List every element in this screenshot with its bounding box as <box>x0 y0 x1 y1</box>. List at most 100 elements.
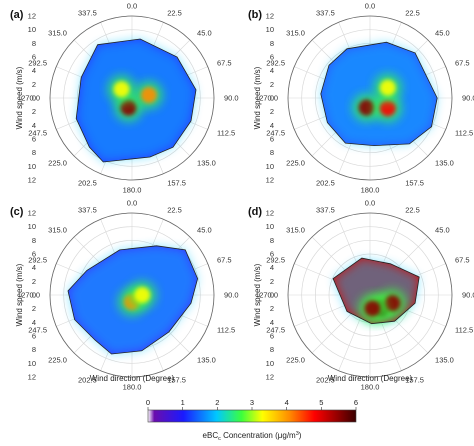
direction-tick-label: 292.5 <box>28 255 47 264</box>
speed-tick-label: 4 <box>270 263 274 272</box>
direction-tick-label: 45.0 <box>435 28 450 37</box>
direction-tick-label: 292.5 <box>266 58 285 67</box>
direction-tick-label: 22.5 <box>167 206 182 215</box>
speed-tick-label: 6 <box>32 332 36 341</box>
direction-tick-label: 315.0 <box>286 225 305 234</box>
data-region-outline <box>75 38 197 163</box>
speed-tick-label: 2 <box>32 80 36 89</box>
speed-tick-label: 6 <box>270 53 274 62</box>
speed-tick-label: 10 <box>28 359 36 368</box>
speed-tick-label: 12 <box>28 176 36 185</box>
direction-tick-label: 135.0 <box>197 159 216 168</box>
speed-tick-label: 8 <box>32 236 36 245</box>
y-axis-label: Wind speed (m/s) <box>253 66 262 129</box>
speed-tick-label: 2 <box>270 80 274 89</box>
colorbar-tick-label: 2 <box>215 398 219 407</box>
data-region-outline <box>320 41 438 147</box>
speed-tick-label: 8 <box>32 148 36 157</box>
panel-label: (a) <box>10 9 24 21</box>
direction-tick-label: 337.5 <box>78 206 97 215</box>
polar-frame <box>49 15 215 181</box>
x-axis-label: Wind direction (Degree) <box>90 374 175 383</box>
direction-tick-label: 337.5 <box>78 9 97 18</box>
speed-tick-label: 6 <box>32 135 36 144</box>
direction-tick-label: 270.0 <box>259 94 278 103</box>
y-axis-label: Wind speed (m/s) <box>15 263 24 326</box>
direction-tick-label: 67.5 <box>455 58 470 67</box>
direction-tick-label: 0.0 <box>127 199 137 208</box>
speed-tick-label: 8 <box>32 39 36 48</box>
speed-tick-label: 12 <box>266 176 274 185</box>
speed-tick-label: 2 <box>270 304 274 313</box>
direction-tick-label: 157.5 <box>167 178 186 187</box>
concentration-surface <box>67 245 199 355</box>
direction-tick-label: 67.5 <box>217 255 232 264</box>
speed-tick-label: 6 <box>32 53 36 62</box>
polar-panel-a: 0.0 22.5 45.0 67.5 90.0 112.5 135.0 157.5 180.0 2… <box>10 2 239 195</box>
colorbar-tick-label: 3 <box>250 398 254 407</box>
speed-tick-label: 12 <box>266 209 274 218</box>
direction-tick-label: 45.0 <box>435 225 450 234</box>
speed-tick-label: 4 <box>32 263 36 272</box>
direction-tick-label: 180.0 <box>123 186 142 195</box>
colorbar-tick-label: 0 <box>146 398 150 407</box>
direction-tick-label: 292.5 <box>28 58 47 67</box>
direction-tick-label: 315.0 <box>48 225 67 234</box>
direction-tick-label: 90.0 <box>224 94 239 103</box>
colorbar-tick-label: 6 <box>354 398 358 407</box>
hotspot <box>134 287 151 303</box>
polar-panel-d: 0.0 22.5 45.0 67.5 90.0 112.5 135.0 157.5 180.0 2… <box>248 199 474 392</box>
speed-tick-label: 4 <box>270 66 274 75</box>
hotspot <box>379 79 396 96</box>
direction-tick-label: 202.5 <box>316 178 335 187</box>
panel-label: (d) <box>248 206 262 218</box>
direction-tick-label: 225.0 <box>48 356 67 365</box>
colorbar-tick-label: 5 <box>319 398 323 407</box>
speed-tick-label: 2 <box>32 107 36 116</box>
direction-tick-label: 22.5 <box>167 9 182 18</box>
speed-tick-label: 8 <box>270 39 274 48</box>
panel-label: (c) <box>10 206 24 218</box>
speed-tick-label: 12 <box>28 12 36 21</box>
speed-tick-label: 4 <box>32 121 36 130</box>
direction-tick-label: 0.0 <box>365 2 375 11</box>
direction-tick-label: 270.0 <box>21 291 40 300</box>
polar-frame <box>287 212 453 378</box>
speed-tick-label: 10 <box>28 25 36 34</box>
speed-tick-label: 8 <box>270 148 274 157</box>
colorbar-tick-label: 1 <box>181 398 185 407</box>
speed-tick-label: 4 <box>270 318 274 327</box>
direction-tick-label: 67.5 <box>455 255 470 264</box>
speed-tick-label: 2 <box>32 304 36 313</box>
concentration-surface <box>332 257 420 325</box>
speed-tick-label: 10 <box>266 25 274 34</box>
speed-tick-label: 4 <box>270 121 274 130</box>
speed-tick-label: 6 <box>270 135 274 144</box>
polar-panel-b: 0.0 22.5 45.0 67.5 90.0 112.5 135.0 157.5 180.0 2… <box>248 2 474 195</box>
hotspot <box>384 295 401 312</box>
direction-tick-label: 225.0 <box>286 159 305 168</box>
speed-tick-label: 2 <box>270 277 274 286</box>
direction-tick-label: 135.0 <box>197 356 216 365</box>
polar-panel-c: 0.0 22.5 45.0 67.5 90.0 112.5 135.0 157.5 180.0 2… <box>10 199 239 392</box>
hotspot <box>113 81 130 98</box>
speed-tick-label: 10 <box>266 359 274 368</box>
data-region-outline <box>67 245 199 355</box>
direction-tick-label: 157.5 <box>405 178 424 187</box>
concentration-surface <box>320 41 438 147</box>
direction-tick-label: 247.5 <box>28 326 47 335</box>
direction-tick-label: 202.5 <box>78 375 97 384</box>
direction-tick-label: 270.0 <box>259 291 278 300</box>
direction-tick-label: 90.0 <box>224 291 239 300</box>
colorbar-gradient <box>147 409 357 423</box>
direction-tick-label: 247.5 <box>266 129 285 138</box>
speed-tick-label: 6 <box>32 250 36 259</box>
direction-tick-label: 45.0 <box>197 225 212 234</box>
y-axis-label: Wind speed (m/s) <box>253 263 262 326</box>
concentration-surface <box>75 38 197 163</box>
data-region-outline <box>332 257 420 325</box>
direction-tick-label: 180.0 <box>123 383 142 392</box>
speed-tick-label: 8 <box>270 345 274 354</box>
x-axis-label: Wind direction (Degree) <box>328 374 413 383</box>
speed-tick-label: 0 <box>32 291 36 300</box>
